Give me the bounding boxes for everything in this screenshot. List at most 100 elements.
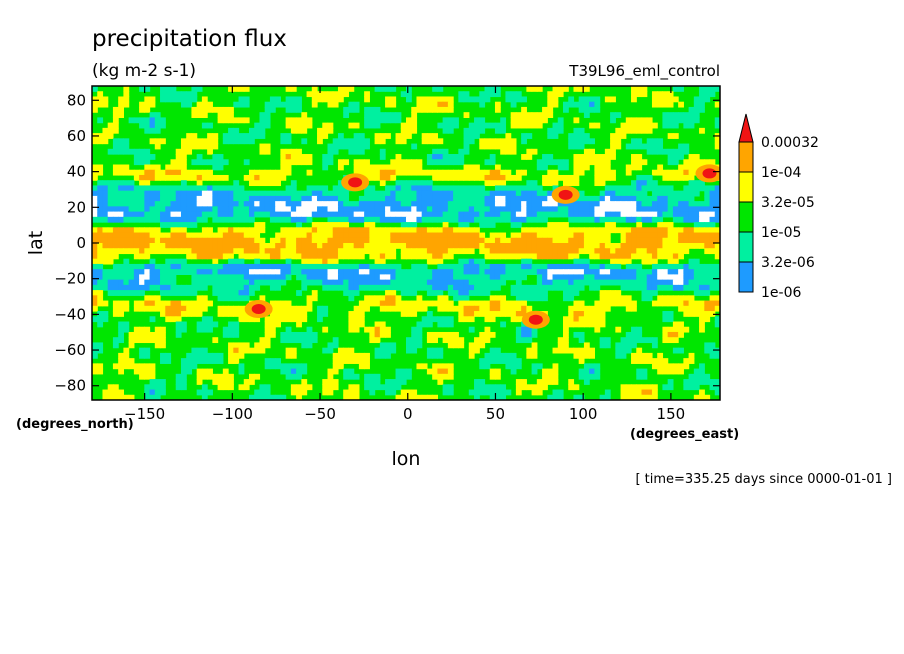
field-cell — [510, 316, 517, 323]
field-cell — [123, 263, 130, 270]
field-cell — [494, 305, 501, 312]
field-cell — [133, 237, 140, 244]
field-cell — [285, 274, 292, 281]
field-cell — [411, 253, 418, 260]
field-cell — [683, 159, 690, 166]
field-cell — [379, 253, 386, 260]
field-cell — [589, 216, 595, 223]
field-cell — [489, 394, 496, 400]
field-cell — [474, 190, 480, 197]
field-cell — [515, 190, 522, 197]
field-cell — [573, 169, 580, 176]
field-cell — [207, 169, 213, 176]
field-cell — [620, 127, 627, 134]
field-cell — [437, 216, 444, 223]
field-cell — [563, 284, 569, 291]
field-cell — [479, 195, 486, 202]
field-cell — [416, 321, 423, 328]
field-cell — [447, 237, 454, 244]
field-cell — [254, 263, 261, 270]
field-cell — [437, 263, 444, 270]
field-cell — [112, 206, 119, 213]
field-cell — [196, 216, 203, 223]
field-cell — [385, 352, 391, 359]
field-cell — [379, 154, 386, 160]
field-cell — [500, 232, 507, 239]
field-cell — [238, 363, 245, 370]
field-cell — [290, 237, 297, 244]
field-cell — [118, 300, 124, 307]
field-cell — [92, 368, 98, 375]
field-cell — [552, 363, 559, 370]
field-cell — [636, 394, 643, 400]
field-cell — [406, 185, 412, 192]
field-cell — [704, 222, 711, 228]
field-cell — [688, 300, 695, 307]
field-cell — [144, 331, 151, 338]
field-cell — [484, 253, 491, 260]
field-cell — [479, 101, 486, 108]
field-cell — [406, 96, 412, 103]
field-cell — [468, 279, 475, 286]
field-cell — [343, 216, 350, 223]
field-cell — [348, 201, 355, 207]
field-cell — [170, 227, 177, 234]
field-cell — [233, 248, 240, 255]
field-cell — [447, 321, 454, 328]
field-cell — [500, 269, 507, 275]
field-cell — [573, 133, 580, 139]
field-cell — [547, 106, 554, 113]
field-cell — [657, 284, 664, 291]
field-cell — [688, 352, 695, 359]
field-cell — [426, 248, 433, 255]
field-cell — [165, 258, 172, 265]
field-cell — [301, 227, 308, 234]
field-cell — [552, 86, 559, 92]
field-cell — [631, 195, 637, 202]
field-cell — [212, 143, 219, 150]
field-cell — [170, 279, 177, 286]
field-cell — [217, 237, 224, 244]
field-cell — [421, 269, 428, 275]
field-cell — [651, 290, 658, 296]
field-cell — [107, 232, 114, 239]
field-cell — [583, 201, 590, 207]
field-cell — [217, 159, 224, 166]
field-cell — [505, 363, 512, 370]
field-cell — [322, 211, 329, 218]
field-cell — [379, 232, 386, 239]
field-cell — [651, 258, 658, 265]
field-cell — [196, 321, 203, 328]
field-cell — [709, 311, 716, 317]
field-cell — [275, 274, 281, 281]
field-cell — [578, 154, 585, 160]
field-cell — [479, 91, 486, 98]
field-cell — [264, 106, 271, 113]
field-cell — [201, 274, 208, 281]
field-cell — [385, 117, 391, 124]
field-cell — [578, 269, 585, 275]
field-cell — [322, 284, 329, 291]
field-cell — [620, 295, 627, 302]
field-cell — [379, 263, 386, 270]
field-cell — [709, 216, 716, 223]
field-cell — [201, 159, 208, 166]
field-cell — [301, 342, 308, 349]
field-cell — [207, 185, 213, 192]
field-cell — [180, 174, 187, 181]
field-cell — [426, 206, 433, 213]
field-cell — [704, 394, 711, 400]
field-cell — [463, 127, 470, 134]
field-cell — [641, 384, 648, 391]
field-cell — [426, 211, 433, 218]
field-cell — [170, 305, 177, 312]
field-cell — [343, 211, 350, 218]
run-label: T39L96_eml_control — [568, 62, 720, 81]
field-cell — [123, 138, 130, 145]
field-cell — [160, 263, 166, 270]
field-cell — [411, 227, 418, 234]
field-cell — [290, 253, 297, 260]
field-cell — [144, 237, 151, 244]
field-cell — [369, 284, 376, 291]
